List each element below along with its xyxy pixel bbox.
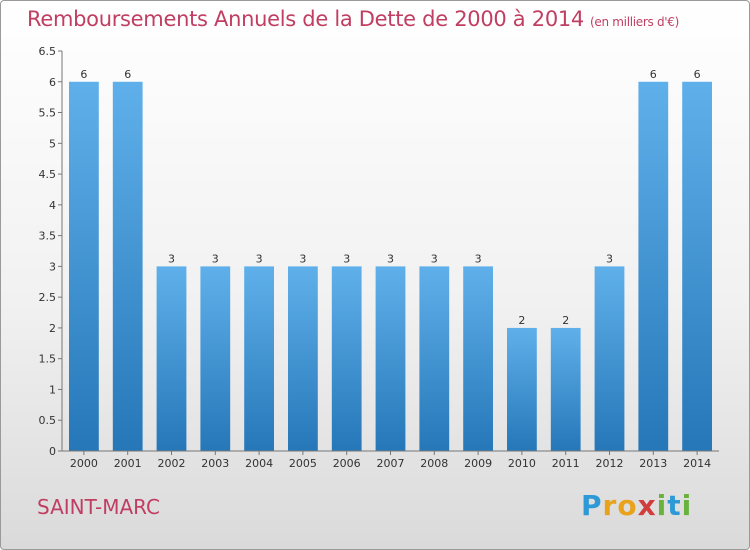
bar-value-label: 3 xyxy=(299,252,306,265)
x-tick-label: 2003 xyxy=(201,457,229,470)
y-tick-label: 5.5 xyxy=(39,107,57,120)
proxiti-logo[interactable]: Proxiti xyxy=(581,489,692,522)
y-axis: 0 0.5 1 1.5 2 2.5 3 3.5 4 4.5 5 5.5 6 6.5 xyxy=(39,45,63,458)
logo-letter: P xyxy=(581,489,603,522)
logo-letter: r xyxy=(602,489,618,522)
y-tick-label: 1.5 xyxy=(39,353,57,366)
bar xyxy=(594,266,625,451)
bar-value-label: 6 xyxy=(124,68,131,81)
bar xyxy=(156,266,187,451)
x-tick-label: 2012 xyxy=(596,457,624,470)
bars: 6 6 3 3 3 3 3 3 3 3 2 2 3 6 6 xyxy=(69,68,712,452)
bar xyxy=(550,327,581,451)
x-tick-label: 2008 xyxy=(420,457,448,470)
bar xyxy=(638,81,669,452)
logo-letter: x xyxy=(637,489,657,522)
logo-letter: i xyxy=(656,489,668,522)
x-tick-label: 2002 xyxy=(158,457,186,470)
bar-value-label: 6 xyxy=(650,68,657,81)
x-tick-label: 2013 xyxy=(639,457,667,470)
x-tick-label: 2000 xyxy=(70,457,98,470)
bar-value-label: 3 xyxy=(256,252,263,265)
x-tick-label: 2006 xyxy=(333,457,361,470)
x-tick-label: 2004 xyxy=(245,457,273,470)
chart-title-text: Remboursements Annuels de la Dette de 20… xyxy=(27,7,584,31)
bar xyxy=(419,266,450,451)
bar-value-label: 3 xyxy=(475,252,482,265)
bar-value-label: 3 xyxy=(387,252,394,265)
bar xyxy=(507,327,537,451)
x-tick-label: 2009 xyxy=(464,457,492,470)
bar xyxy=(200,266,231,451)
bar xyxy=(112,81,143,452)
x-axis: 2000 2001 2002 2003 2004 2005 2006 2007 2008 2009… xyxy=(62,450,719,470)
y-tick-label: 0.5 xyxy=(39,414,57,427)
bar xyxy=(375,266,406,451)
logo-letter: i xyxy=(681,489,693,522)
bar-value-label: 3 xyxy=(431,252,438,265)
bar xyxy=(331,266,362,451)
y-tick-label: 1 xyxy=(49,383,56,396)
bar-value-label: 6 xyxy=(694,68,701,81)
bar-value-label: 2 xyxy=(562,314,569,327)
bar-value-label: 2 xyxy=(518,314,525,327)
x-tick-label: 2014 xyxy=(683,457,711,470)
y-tick-label: 5 xyxy=(49,137,56,150)
y-tick-label: 3.5 xyxy=(39,230,57,243)
bar xyxy=(69,81,99,452)
bar-value-label: 3 xyxy=(343,252,350,265)
bar-value-label: 3 xyxy=(168,252,175,265)
x-tick-label: 2001 xyxy=(114,457,142,470)
bar xyxy=(463,266,493,451)
logo-letter: t xyxy=(667,489,682,522)
y-tick-label: 4 xyxy=(49,199,56,212)
bar-value-label: 6 xyxy=(80,68,87,81)
x-tick-label: 2005 xyxy=(289,457,317,470)
y-tick-label: 6 xyxy=(49,76,56,89)
bar xyxy=(244,266,274,451)
bar-value-label: 3 xyxy=(606,252,613,265)
y-tick-label: 0 xyxy=(49,445,56,458)
y-tick-label: 4.5 xyxy=(39,168,57,181)
chart-title: Remboursements Annuels de la Dette de 20… xyxy=(27,7,679,31)
bar xyxy=(288,266,318,451)
location-label: SAINT-MARC xyxy=(37,495,161,519)
x-tick-label: 2007 xyxy=(377,457,405,470)
chart-unit-label: (en milliers d'€) xyxy=(590,15,680,29)
y-tick-label: 2.5 xyxy=(39,291,57,304)
x-tick-label: 2011 xyxy=(552,457,580,470)
y-tick-label: 6.5 xyxy=(39,45,57,58)
y-tick-label: 2 xyxy=(49,322,56,335)
y-tick-label: 3 xyxy=(49,260,56,273)
x-tick-label: 2010 xyxy=(508,457,536,470)
bar-value-label: 3 xyxy=(212,252,219,265)
bar xyxy=(682,81,712,452)
logo-letter: o xyxy=(617,489,638,522)
